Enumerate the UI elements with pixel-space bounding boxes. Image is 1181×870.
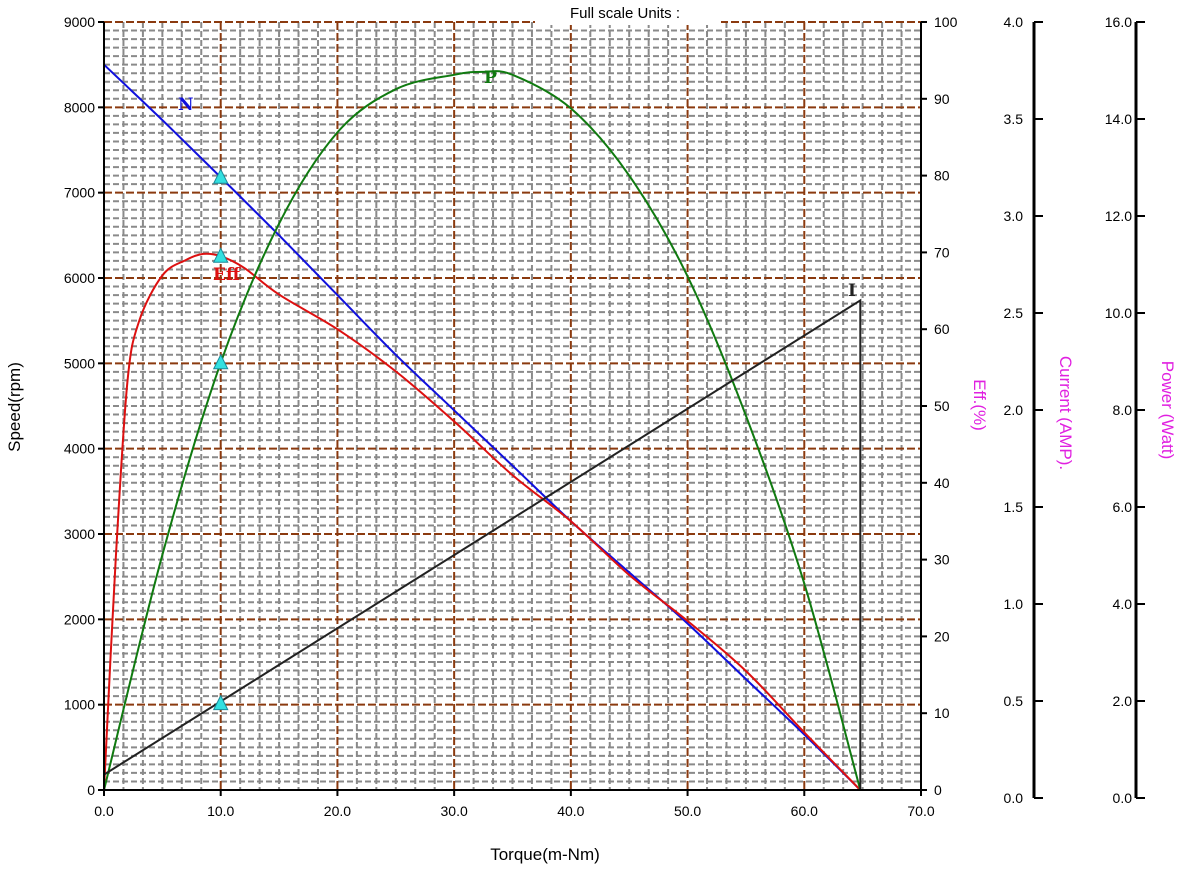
current-axis-title: Current (AMP).: [1056, 356, 1075, 470]
eff-tick-label: 80: [934, 168, 950, 184]
x-tick-label: 30.0: [441, 803, 468, 819]
speed-tick-label: 6000: [64, 270, 95, 286]
current-tick-label: 0.5: [1004, 693, 1024, 709]
speed-tick-label: 8000: [64, 99, 95, 115]
power-tick-label: 16.0: [1105, 14, 1132, 30]
power-tick-label: 6.0: [1113, 499, 1133, 515]
chart-title-backdrop: [535, 3, 721, 25]
speed-tick-label: 4000: [64, 441, 95, 457]
operating-point-marker: [212, 168, 229, 184]
operating-point-marker: [212, 247, 229, 263]
power-tick-label: 12.0: [1105, 208, 1132, 224]
power-tick-label: 0.0: [1113, 790, 1133, 806]
eff-tick-label: 90: [934, 91, 950, 107]
current-tick-label: 4.0: [1004, 14, 1024, 30]
grid: [104, 21, 921, 790]
speed-tick-label: 9000: [64, 14, 95, 30]
speed-axis-title: Speed(rpm): [5, 362, 24, 452]
axes: 0.0 10.0 20.0 30.0 40.0 50.0 60.0 70.0010002000…: [64, 14, 1145, 819]
eff-tick-label: 60: [934, 321, 950, 337]
current-tick-label: 2.5: [1004, 305, 1024, 321]
speed-tick-label: 0: [87, 782, 95, 798]
power-tick-label: 8.0: [1113, 402, 1133, 418]
speed-tick-label: 3000: [64, 526, 95, 542]
x-tick-label: 60.0: [791, 803, 818, 819]
power-tick-label: 10.0: [1105, 305, 1132, 321]
efficiency-curve: [103, 252, 862, 791]
power-curve-label: P: [484, 68, 497, 88]
eff-tick-label: 100: [934, 14, 958, 30]
current-tick-label: 0.0: [1004, 790, 1024, 806]
eff-tick-label: 50: [934, 398, 950, 414]
current-curve: [103, 298, 862, 790]
power-curve: [103, 70, 862, 791]
x-tick-label: 0.0: [94, 803, 114, 819]
current-tick-label: 1.0: [1004, 596, 1024, 612]
speed-curve-label: N: [178, 95, 194, 115]
current-tick-label: 3.0: [1004, 208, 1024, 224]
eff-tick-label: 10: [934, 705, 950, 721]
speed-tick-label: 5000: [64, 355, 95, 371]
x-tick-label: 70.0: [907, 803, 934, 819]
eff-axis-title: Eff.(%): [970, 379, 989, 431]
x-tick-label: 10.0: [207, 803, 234, 819]
speed-tick-label: 7000: [64, 185, 95, 201]
x-axis-title: Torque(m-Nm): [490, 845, 600, 864]
efficiency-curve-label: Eff: [213, 265, 241, 285]
eff-tick-label: 30: [934, 552, 950, 568]
chart-title: Full scale Units :: [570, 5, 680, 22]
eff-tick-label: 40: [934, 475, 950, 491]
power-tick-label: 4.0: [1113, 596, 1133, 612]
current-tick-label: 2.0: [1004, 402, 1024, 418]
eff-tick-label: 70: [934, 244, 950, 260]
current-tick-label: 3.5: [1004, 111, 1024, 127]
current-tick-label: 1.5: [1004, 499, 1024, 515]
power-tick-label: 2.0: [1113, 693, 1133, 709]
operating-point-marker: [212, 353, 229, 370]
x-tick-label: 50.0: [674, 803, 701, 819]
eff-tick-label: 20: [934, 628, 950, 644]
x-tick-label: 40.0: [557, 803, 584, 819]
power-axis-title: Power (Watt): [1158, 361, 1177, 460]
speed-tick-label: 1000: [64, 697, 95, 713]
eff-tick-label: 0: [934, 782, 942, 798]
x-tick-label: 20.0: [324, 803, 351, 819]
operating-point-marker: [212, 694, 229, 711]
current-curve-label: I: [848, 281, 856, 301]
speed-tick-label: 2000: [64, 611, 95, 627]
curves: [103, 63, 862, 791]
operating-point-markers: [212, 168, 229, 711]
power-tick-label: 14.0: [1105, 111, 1132, 127]
